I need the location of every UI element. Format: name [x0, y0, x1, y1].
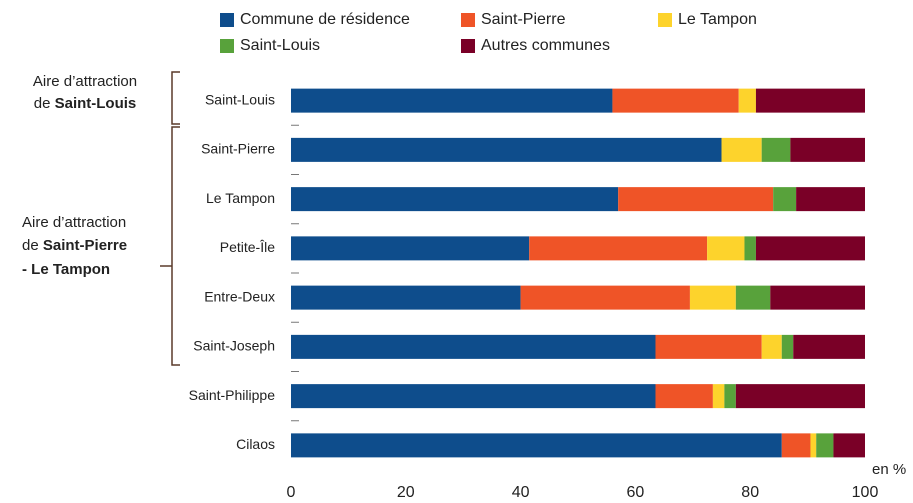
bar-segment	[291, 334, 656, 359]
bar-segment	[796, 187, 865, 212]
bar-segment	[781, 334, 794, 359]
x-tick-label: 40	[512, 484, 530, 501]
bar-segment	[770, 285, 865, 310]
bar-segment	[755, 236, 865, 261]
y-tick-label: Le Tampon	[206, 190, 275, 206]
bar-segment	[816, 433, 834, 458]
legend-swatch	[220, 39, 234, 53]
bar-segment	[618, 187, 774, 212]
bar-segment	[291, 88, 613, 113]
bracket	[171, 126, 180, 366]
bar-segment	[612, 88, 739, 113]
bar-segment	[724, 384, 736, 409]
bar-segment	[790, 137, 865, 162]
x-tick-label: 20	[397, 484, 415, 501]
bar-segment	[761, 334, 782, 359]
bar-segment	[735, 285, 771, 310]
bar-segment	[291, 236, 530, 261]
bar-segment	[833, 433, 865, 458]
group-label: Aire d’attraction	[22, 214, 126, 231]
x-tick-label: 60	[627, 484, 645, 501]
y-tick-label: Saint-Joseph	[193, 338, 275, 354]
group-label: de Saint-Louis	[34, 95, 137, 112]
bar-segment	[755, 88, 865, 113]
legend-label: Saint-Pierre	[481, 11, 566, 28]
group-label-bold: Saint-Louis	[55, 95, 137, 112]
legend-label: Autres communes	[481, 37, 610, 54]
bar-segment	[291, 285, 521, 310]
group-label-prefix: de	[34, 95, 55, 112]
legend-label: Commune de résidence	[240, 11, 410, 28]
group-label: Aire d’attraction	[33, 73, 137, 90]
group-label: de Saint-Pierre	[22, 237, 127, 254]
bar-segment	[707, 236, 745, 261]
x-axis-label: en %	[872, 461, 906, 478]
group-label: - Le Tampon	[22, 261, 110, 278]
legend-swatch	[461, 39, 475, 53]
bar-segment	[744, 236, 756, 261]
legend-swatch	[220, 13, 234, 27]
bar-segment	[721, 137, 762, 162]
bar-segment	[529, 236, 708, 261]
bar-segment	[291, 137, 722, 162]
bar-segment	[291, 384, 656, 409]
legend-label: Le Tampon	[678, 11, 757, 28]
legend-swatch	[658, 13, 672, 27]
y-tick-label: Petite-Île	[220, 239, 275, 255]
group-label-prefix: de	[22, 237, 43, 254]
y-tick-label: Saint-Philippe	[189, 387, 276, 403]
group-label-bold: Saint-Pierre	[43, 237, 127, 254]
bar-segment	[773, 187, 797, 212]
x-tick-label: 100	[852, 484, 879, 501]
bar-segment	[655, 384, 713, 409]
x-tick-label: 80	[741, 484, 759, 501]
bar-segment	[793, 334, 865, 359]
bar-segment	[761, 137, 791, 162]
bar-segment	[655, 334, 762, 359]
bar-segment	[735, 384, 865, 409]
y-tick-label: Entre-Deux	[204, 288, 275, 304]
bar-segment	[689, 285, 736, 310]
bracket	[171, 71, 180, 125]
legend-label: Saint-Louis	[240, 37, 320, 54]
x-tick-label: 0	[287, 484, 296, 501]
y-tick-label: Saint-Pierre	[201, 141, 275, 157]
bar-segment	[291, 187, 619, 212]
bar-segment	[810, 433, 817, 458]
legend-swatch	[461, 13, 475, 27]
bar-segment	[520, 285, 690, 310]
bar-segment	[738, 88, 756, 113]
bar-segment	[712, 384, 725, 409]
bar-segment	[781, 433, 811, 458]
y-tick-label: Cilaos	[236, 436, 275, 452]
group-brackets	[160, 71, 180, 366]
bar-segment	[291, 433, 782, 458]
y-tick-label: Saint-Louis	[205, 91, 275, 107]
